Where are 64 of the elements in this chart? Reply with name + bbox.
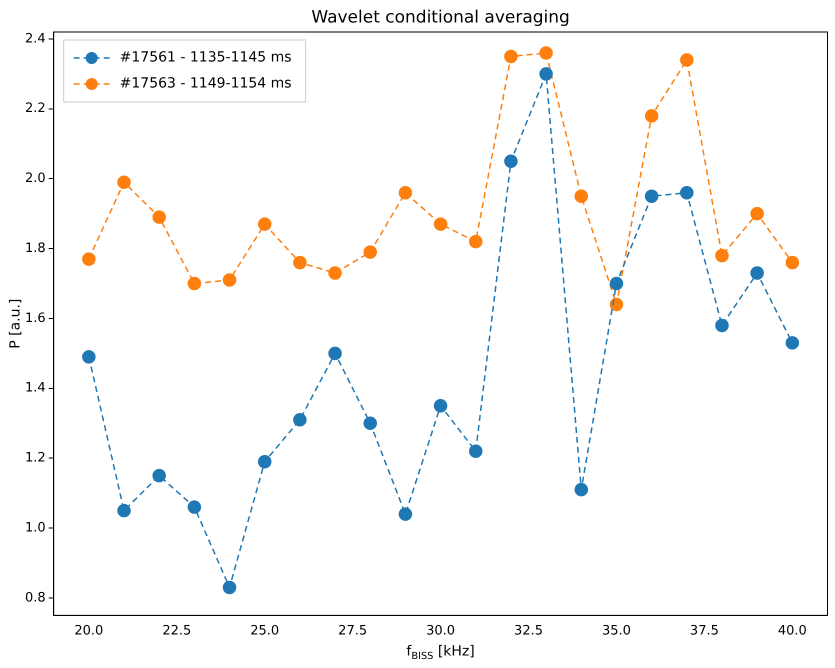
point [715, 318, 729, 332]
point [434, 399, 448, 413]
point [328, 266, 342, 280]
point [82, 252, 96, 266]
chart-title: Wavelet conditional averaging [311, 7, 570, 28]
y-tick-label: 0.8 [24, 590, 46, 606]
x-tick-label: 40.0 [778, 624, 807, 639]
point [328, 346, 342, 360]
point [715, 248, 729, 262]
point [363, 416, 377, 430]
y-tick-label: 1.2 [24, 450, 46, 466]
point [644, 109, 658, 123]
point [680, 186, 694, 200]
point [469, 234, 483, 248]
x-tick-label: 27.5 [338, 624, 368, 639]
point [82, 350, 96, 364]
point [539, 46, 553, 60]
x-tick-label: 35.0 [602, 624, 631, 639]
point [152, 468, 166, 482]
point [434, 217, 448, 231]
x-tick-label: 25.0 [250, 624, 280, 639]
y-tick-label: 1.8 [24, 240, 46, 256]
point [786, 336, 800, 350]
y-tick-label: 1.4 [24, 380, 46, 396]
x-tick-label: 20.0 [74, 624, 104, 639]
point [363, 245, 377, 259]
y-tick-label: 1.6 [24, 310, 46, 326]
point [117, 175, 131, 189]
point [574, 189, 588, 203]
point [750, 206, 764, 220]
point [258, 217, 272, 231]
point [610, 276, 624, 290]
point [188, 500, 202, 514]
point [293, 256, 307, 270]
point [293, 413, 307, 427]
point [539, 67, 553, 81]
point [574, 482, 588, 496]
point [750, 266, 764, 280]
x-tick-label: 37.5 [690, 624, 719, 639]
legend-label: #17563 - 1149-1154 ms [120, 76, 292, 92]
point [152, 210, 166, 224]
point [188, 276, 202, 290]
point [680, 53, 694, 67]
y-tick-label: 2.2 [24, 101, 46, 116]
x-tick-label: 30.0 [426, 624, 456, 639]
point [644, 189, 658, 203]
y-axis-title: P [a.u.] [8, 298, 24, 349]
x-tick-label: 32.5 [514, 624, 543, 639]
point [398, 507, 412, 521]
x-tick-label: 22.5 [162, 624, 192, 639]
y-tick-label: 1.0 [24, 520, 46, 536]
point [398, 186, 412, 200]
point [258, 454, 272, 468]
legend-label: #17561 - 1135-1145 ms [120, 50, 292, 66]
y-tick-label: 2.0 [24, 171, 46, 186]
point [504, 154, 518, 168]
y-tick-label: 2.4 [24, 31, 46, 46]
point [610, 298, 624, 312]
point [222, 580, 236, 594]
point [786, 256, 800, 270]
point [469, 444, 483, 458]
point [504, 50, 518, 64]
point [222, 273, 236, 287]
point [117, 504, 131, 518]
